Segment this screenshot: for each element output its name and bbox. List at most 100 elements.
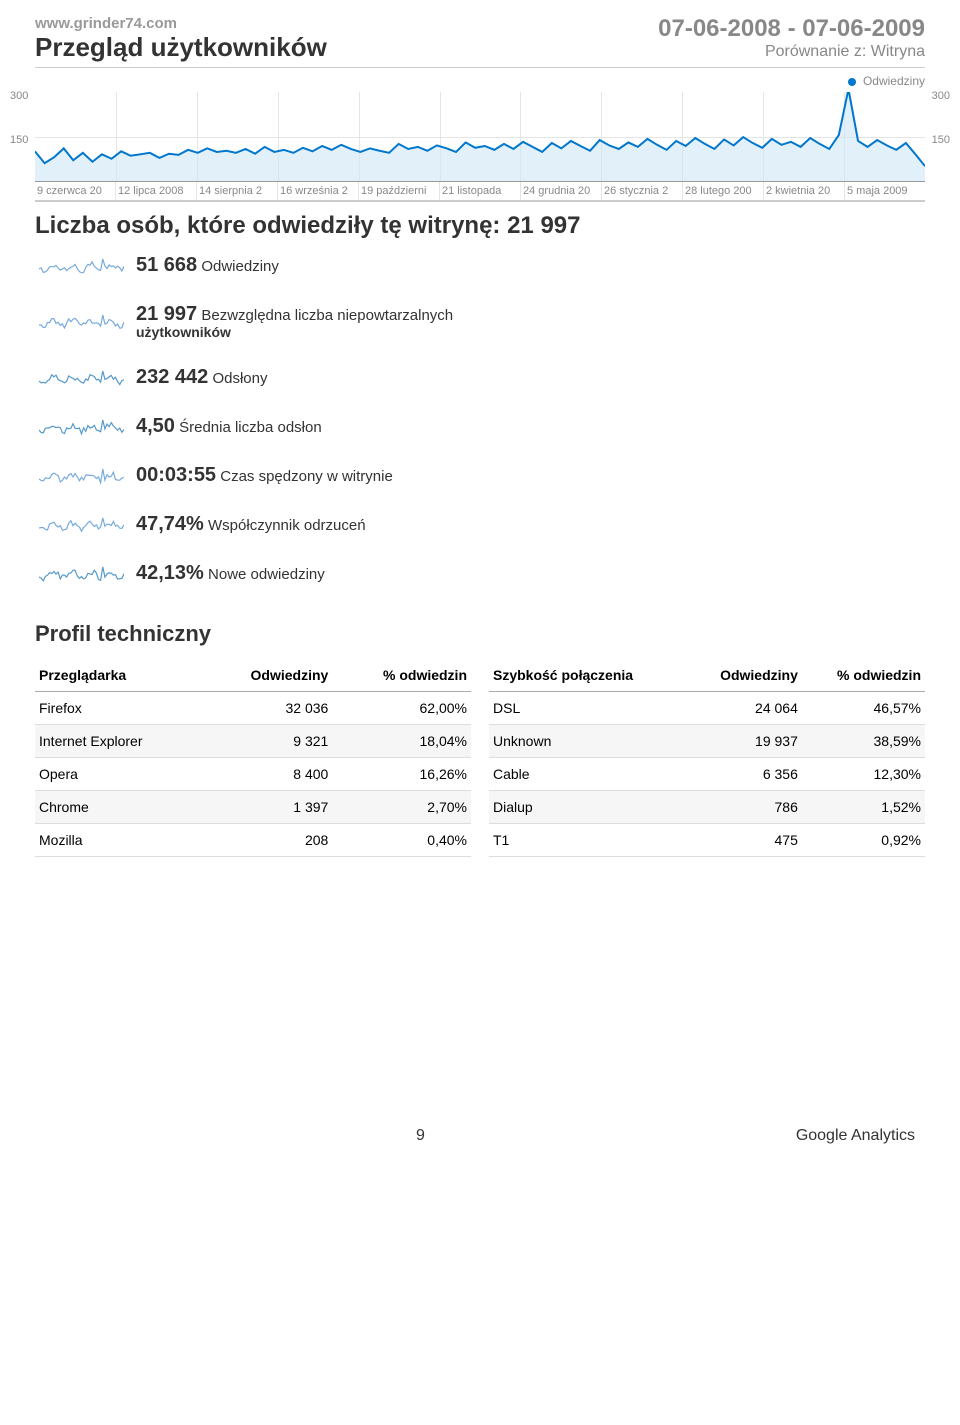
table-row: Dialup7861,52% <box>489 791 925 824</box>
sparkline-icon <box>39 311 124 333</box>
table-cell: Dialup <box>489 791 687 824</box>
browser-table: PrzeglądarkaOdwiedziny% odwiedzinFirefox… <box>35 659 471 857</box>
x-tick: 28 lutego 200 <box>683 182 764 200</box>
sparkline-icon <box>39 514 124 536</box>
table-row: DSL24 06446,57% <box>489 692 925 725</box>
metric-row: 51 668 Odwiedziny <box>39 254 925 277</box>
table-cell: Chrome <box>35 791 203 824</box>
y-tick-left-150: 150 <box>10 134 28 146</box>
table-cell: Unknown <box>489 725 687 758</box>
sparkline-icon <box>39 367 124 389</box>
x-axis: 9 czerwca 2012 lipca 200814 sierpnia 216… <box>35 182 925 202</box>
metric-row: 47,74% Współczynnik odrzuceń <box>39 513 925 536</box>
metric-label: Bezwzględna liczba niepowtarzalnych <box>201 307 453 324</box>
metric-value: 4,50 <box>136 415 175 437</box>
page-title: Przegląd użytkowników <box>35 32 327 63</box>
metric-text: 51 668 Odwiedziny <box>136 254 279 277</box>
table-cell: 19 937 <box>687 725 802 758</box>
metric-row: 00:03:55 Czas spędzony w witrynie <box>39 464 925 487</box>
table-cell: Mozilla <box>35 824 203 857</box>
footer-brand: Google Analytics <box>796 1127 915 1145</box>
metric-label: Średnia liczba odsłon <box>179 419 322 436</box>
x-tick: 14 sierpnia 2 <box>197 182 278 200</box>
table-cell: T1 <box>489 824 687 857</box>
x-tick: 9 czerwca 20 <box>35 182 116 200</box>
metric-value: 42,13% <box>136 562 204 584</box>
chart-legend: Odwiedziny <box>35 74 925 88</box>
x-tick: 16 września 2 <box>278 182 359 200</box>
table-cell: 0,40% <box>332 824 471 857</box>
table-row: T14750,92% <box>489 824 925 857</box>
table-row: Chrome1 3972,70% <box>35 791 471 824</box>
metric-row: 4,50 Średnia liczba odsłon <box>39 415 925 438</box>
connection-table: Szybkość połączeniaOdwiedziny% odwiedzin… <box>489 659 925 857</box>
table-cell: 32 036 <box>203 692 332 725</box>
table-cell: DSL <box>489 692 687 725</box>
metric-text: 42,13% Nowe odwiedziny <box>136 562 325 585</box>
metric-value: 232 442 <box>136 366 208 388</box>
metric-text: 232 442 Odsłony <box>136 366 268 389</box>
table-cell: 24 064 <box>687 692 802 725</box>
sparkline-icon <box>39 465 124 487</box>
x-tick: 21 listopada <box>440 182 521 200</box>
sparkline-icon <box>39 255 124 277</box>
table-row: Firefox32 03662,00% <box>35 692 471 725</box>
x-tick: 12 lipca 2008 <box>116 182 197 200</box>
metric-label: Odwiedziny <box>201 258 279 275</box>
table-cell: 1,52% <box>802 791 925 824</box>
y-tick-left-300: 300 <box>10 90 28 102</box>
page-number: 9 <box>45 1127 796 1145</box>
compare-label: Porównanie z: Witryna <box>658 43 925 61</box>
metric-value: 21 997 <box>136 303 197 325</box>
x-tick: 2 kwietnia 20 <box>764 182 845 200</box>
metric-value: 47,74% <box>136 513 204 535</box>
table-header: Przeglądarka <box>35 659 203 692</box>
table-cell: 16,26% <box>332 758 471 791</box>
table-row: Mozilla2080,40% <box>35 824 471 857</box>
date-range: 07-06-2008 - 07-06-2009 <box>658 15 925 43</box>
table-row: Opera8 40016,26% <box>35 758 471 791</box>
section-title: Profil techniczny <box>35 611 925 659</box>
table-cell: 0,92% <box>802 824 925 857</box>
main-chart: 300 150 300 150 <box>35 92 925 182</box>
sparkline-icon <box>39 563 124 585</box>
table-cell: Cable <box>489 758 687 791</box>
metrics-list: 51 668 Odwiedziny 21 997 Bezwzględna licz… <box>35 254 925 585</box>
table-row: Unknown19 93738,59% <box>489 725 925 758</box>
table-cell: 9 321 <box>203 725 332 758</box>
table-cell: 38,59% <box>802 725 925 758</box>
table-cell: 1 397 <box>203 791 332 824</box>
x-tick: 5 maja 2009 <box>845 182 925 200</box>
table-cell: 18,04% <box>332 725 471 758</box>
site-url: www.grinder74.com <box>35 15 327 32</box>
table-cell: 786 <box>687 791 802 824</box>
legend-label: Odwiedziny <box>863 74 925 88</box>
table-header: Odwiedziny <box>687 659 802 692</box>
y-tick-right-150: 150 <box>932 134 950 146</box>
page-footer: 9 Google Analytics <box>35 1127 925 1145</box>
table-cell: 475 <box>687 824 802 857</box>
metric-label: Współczynnik odrzuceń <box>208 517 366 534</box>
table-cell: 8 400 <box>203 758 332 791</box>
metric-text: 00:03:55 Czas spędzony w witrynie <box>136 464 393 487</box>
report-header: www.grinder74.com Przegląd użytkowników … <box>35 15 925 68</box>
table-cell: Firefox <box>35 692 203 725</box>
metric-text: 47,74% Współczynnik odrzuceń <box>136 513 366 536</box>
table-row: Cable6 35612,30% <box>489 758 925 791</box>
x-tick: 26 stycznia 2 <box>602 182 683 200</box>
table-cell: Internet Explorer <box>35 725 203 758</box>
table-cell: Opera <box>35 758 203 791</box>
metric-label: Nowe odwiedziny <box>208 566 325 583</box>
metric-row: 42,13% Nowe odwiedziny <box>39 562 925 585</box>
metric-row: 232 442 Odsłony <box>39 366 925 389</box>
table-cell: 6 356 <box>687 758 802 791</box>
metric-text: 21 997 Bezwzględna liczba niepowtarzalny… <box>136 303 453 340</box>
table-cell: 62,00% <box>332 692 471 725</box>
table-header: % odwiedzin <box>332 659 471 692</box>
x-tick: 24 grudnia 20 <box>521 182 602 200</box>
y-tick-right-300: 300 <box>932 90 950 102</box>
metric-value: 00:03:55 <box>136 464 216 486</box>
table-cell: 46,57% <box>802 692 925 725</box>
table-cell: 2,70% <box>332 791 471 824</box>
sparkline-icon <box>39 416 124 438</box>
